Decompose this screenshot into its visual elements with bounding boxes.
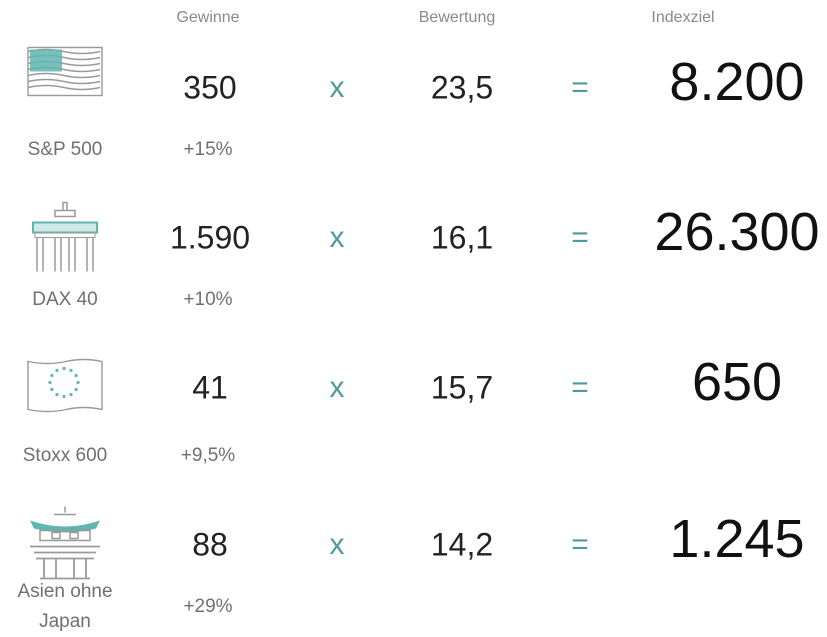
equals: = [571, 528, 589, 561]
earnings: 1.590 [169, 219, 251, 256]
index-icon [24, 503, 106, 588]
valuation: 16,1 [430, 219, 494, 256]
earnings: 350 [183, 69, 237, 106]
growth: +15% [183, 139, 233, 160]
index-name: Stoxx 600 [22, 445, 108, 466]
index-icon [24, 44, 106, 107]
earnings: 88 [192, 526, 228, 563]
target: 8.200 [669, 52, 805, 112]
growth: +29% [183, 596, 233, 617]
equals: = [571, 371, 589, 404]
times: x [329, 528, 345, 561]
times: x [329, 71, 345, 104]
header-earnings: Gewinne [176, 9, 240, 26]
index-icon [25, 195, 105, 280]
target: 650 [691, 352, 783, 412]
growth: +9,5% [180, 445, 236, 466]
header-target: Indexziel [651, 9, 715, 26]
earnings: 41 [192, 369, 228, 406]
valuation: 23,5 [430, 69, 494, 106]
index-icon [24, 358, 106, 419]
target: 1.245 [669, 509, 805, 569]
growth: +10% [183, 289, 233, 310]
times: x [329, 371, 345, 404]
equals: = [571, 221, 589, 254]
index-name: S&P 500 [27, 139, 103, 160]
header-valuation: Bewertung [418, 9, 496, 26]
target: 26.300 [654, 202, 820, 262]
valuation: 14,2 [430, 526, 494, 563]
equals: = [571, 71, 589, 104]
index-name: Asien ohne Japan [17, 581, 113, 632]
times: x [329, 221, 345, 254]
valuation: 15,7 [430, 369, 494, 406]
index-name: DAX 40 [32, 289, 98, 310]
